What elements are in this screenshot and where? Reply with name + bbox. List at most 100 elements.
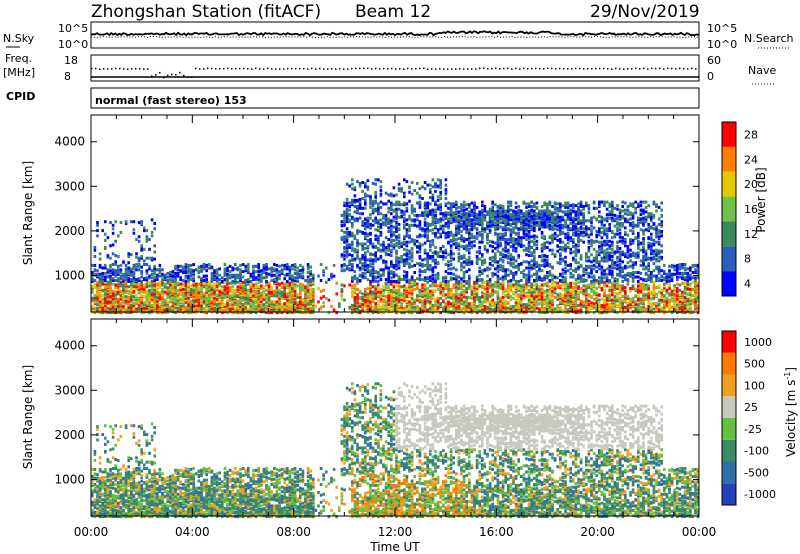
power-cell xyxy=(158,303,162,307)
power-cell xyxy=(257,300,260,304)
power-cell xyxy=(507,301,510,305)
power-cell xyxy=(322,304,325,308)
power-cell xyxy=(293,301,297,305)
power-cell xyxy=(221,276,224,280)
power-cell xyxy=(278,273,281,277)
power-cell xyxy=(179,304,182,308)
power-cell xyxy=(364,258,367,262)
power-cell xyxy=(101,229,104,233)
power-cell xyxy=(174,288,177,292)
power-cell xyxy=(98,294,102,298)
power-cell xyxy=(496,249,500,253)
power-cell xyxy=(319,305,323,309)
power-cell xyxy=(124,287,128,291)
power-cell xyxy=(356,277,359,281)
power-cell xyxy=(392,246,396,250)
power-cell xyxy=(127,266,130,270)
power-cell xyxy=(423,296,427,299)
power-cell xyxy=(161,300,164,304)
power-cell xyxy=(462,237,466,241)
power-cell xyxy=(254,306,258,310)
power-cell xyxy=(457,287,461,290)
power-cell xyxy=(403,306,406,310)
power-cell xyxy=(410,238,414,241)
power-cell xyxy=(504,228,507,232)
power-cell xyxy=(410,264,414,268)
power-cell xyxy=(174,286,177,290)
power-cell xyxy=(226,311,229,315)
power-cell xyxy=(236,285,240,289)
power-cell xyxy=(130,253,133,257)
power-cell xyxy=(195,284,198,288)
power-cell xyxy=(379,268,383,272)
nave-dot xyxy=(199,68,201,70)
power-cell xyxy=(509,311,513,315)
power-cell xyxy=(335,292,338,296)
power-cell xyxy=(379,205,383,209)
power-cell xyxy=(416,294,419,298)
power-cell xyxy=(384,253,388,257)
power-cell xyxy=(104,275,107,279)
power-cell xyxy=(488,216,492,220)
power-cell xyxy=(369,293,372,297)
nave-dot xyxy=(675,68,677,70)
power-cell xyxy=(488,294,492,298)
power-cell xyxy=(205,284,208,288)
power-cell xyxy=(343,250,346,254)
power-cell xyxy=(384,213,388,217)
power-cell xyxy=(397,227,401,231)
power-cell xyxy=(296,275,299,279)
power-cell xyxy=(96,286,99,290)
power-cell xyxy=(499,221,502,225)
power-cell xyxy=(431,238,435,242)
power-cell xyxy=(306,307,310,311)
power-cell xyxy=(390,254,393,258)
power-cell xyxy=(278,288,281,292)
power-cell xyxy=(499,225,502,229)
nave-dot xyxy=(523,67,525,70)
power-cell xyxy=(447,230,450,234)
power-cell xyxy=(418,227,422,231)
power-cell xyxy=(288,288,292,292)
power-cell xyxy=(153,295,156,299)
power-cell xyxy=(429,277,432,281)
power-cell xyxy=(509,279,513,282)
power-cell xyxy=(509,233,513,237)
power-cell xyxy=(496,240,500,244)
power-cell xyxy=(254,264,258,268)
power-cell xyxy=(351,234,354,238)
power-cell xyxy=(221,296,224,299)
power-cell xyxy=(351,304,354,307)
power-cell xyxy=(374,270,377,274)
power-cell xyxy=(447,201,450,205)
power-cell xyxy=(473,295,476,299)
power-cell xyxy=(343,201,346,205)
power-cell xyxy=(465,290,468,294)
power-cell xyxy=(421,264,424,268)
power-cell xyxy=(163,275,167,279)
power-cell xyxy=(442,299,445,303)
power-cell xyxy=(434,252,437,256)
power-cell xyxy=(345,209,349,213)
power-cell xyxy=(442,250,445,254)
power-cell xyxy=(192,273,195,277)
power-cell xyxy=(361,274,364,278)
power-cell xyxy=(356,306,359,310)
power-cell xyxy=(244,305,247,309)
power-cell xyxy=(369,205,372,209)
power-cell xyxy=(499,299,502,303)
power-cell xyxy=(462,271,466,274)
power-cell xyxy=(109,311,112,315)
power-cell xyxy=(176,303,180,307)
power-cell xyxy=(366,245,370,249)
power-cell xyxy=(288,276,292,280)
power-cell xyxy=(265,296,268,300)
power-cell xyxy=(416,245,419,249)
power-cell xyxy=(431,296,435,299)
power-cell xyxy=(135,238,138,241)
power-cell xyxy=(496,232,500,236)
power-cell xyxy=(366,238,370,242)
power-cell xyxy=(382,213,385,217)
power-cell xyxy=(395,226,398,230)
power-cell xyxy=(122,291,125,295)
